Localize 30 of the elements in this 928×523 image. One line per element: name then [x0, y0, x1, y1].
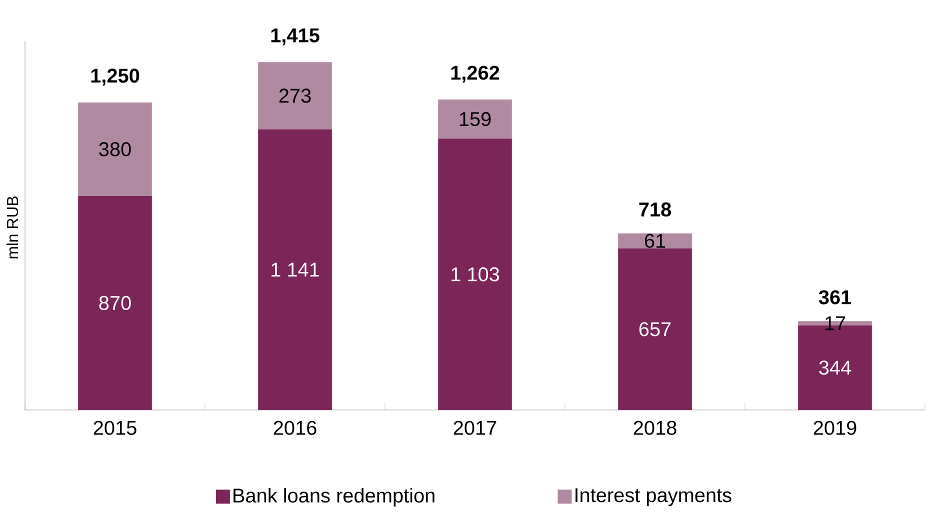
- x-tick-label: 2017: [454, 420, 496, 435]
- total-label: 1,250: [91, 68, 140, 86]
- bar: [258, 62, 332, 130]
- data-label: 61: [644, 234, 666, 248]
- x-tick-label: 2018: [634, 420, 676, 435]
- total-label: 1,415: [271, 28, 320, 46]
- data-label: 1 141: [272, 262, 319, 276]
- data-label: 657: [639, 322, 671, 336]
- data-label: 870: [99, 296, 131, 310]
- bar: [78, 196, 152, 410]
- data-label: 380: [99, 142, 131, 156]
- bar: [438, 138, 512, 410]
- data-label: 273: [279, 88, 311, 103]
- x-tick-label: 2015: [94, 420, 136, 435]
- data-label: 1 103: [452, 267, 500, 282]
- x-tick-label: 2016: [274, 420, 316, 435]
- legend-label: Interest payments: [576, 488, 732, 506]
- x-tick-label: 2019: [814, 420, 856, 435]
- bar: [618, 233, 692, 248]
- bar: [618, 248, 692, 410]
- total-label: 361: [818, 290, 852, 304]
- bar: [438, 100, 512, 139]
- total-label: 1,262: [451, 66, 500, 83]
- y-axis-title: mln RUB: [6, 196, 18, 258]
- data-label: 159: [460, 112, 491, 126]
- legend-label: Bank loans redemption: [234, 488, 434, 507]
- bar: [258, 129, 332, 410]
- data-label: 344: [819, 360, 852, 375]
- bar: [78, 102, 152, 196]
- total-label: 718: [639, 202, 672, 217]
